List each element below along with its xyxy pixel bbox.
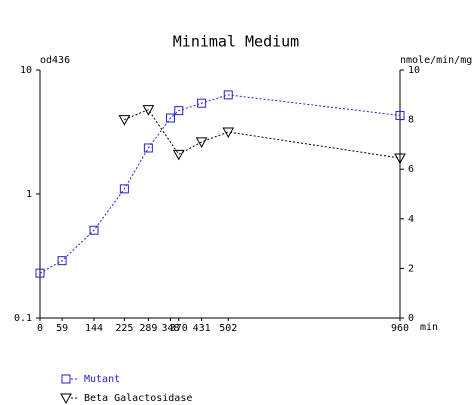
- y2-tick-label: 4: [408, 214, 414, 225]
- x-axis-label: min: [420, 322, 438, 333]
- point-marker: [222, 127, 235, 139]
- point-marker: [57, 256, 67, 266]
- series-line: [39, 94, 401, 274]
- point-marker: [60, 393, 72, 405]
- point-marker: [197, 98, 207, 108]
- point-marker: [143, 143, 153, 153]
- y-tick-label: 10: [20, 65, 32, 76]
- x-tick-label: 348: [161, 323, 179, 334]
- x-tick-label: 502: [219, 323, 237, 334]
- y-tick-label: 1: [26, 189, 32, 200]
- series-line: [124, 109, 401, 159]
- point-marker: [61, 374, 71, 384]
- point-marker: [172, 149, 185, 161]
- y-axis-label: od436: [40, 55, 70, 66]
- point-marker: [394, 153, 406, 165]
- point-marker: [142, 105, 155, 116]
- y2-axis-label: nmole/min/mg: [400, 55, 472, 66]
- x-tick-label: 144: [85, 323, 103, 334]
- x-tick-label: 960: [391, 323, 409, 334]
- y2-tick-label: 2: [408, 263, 414, 274]
- y-tick-label: 0.1: [14, 313, 32, 324]
- x-tick-label: 289: [139, 323, 157, 334]
- point-marker: [35, 268, 45, 278]
- point-marker: [119, 184, 129, 194]
- point-marker: [89, 225, 99, 235]
- point-marker: [195, 137, 208, 148]
- point-marker: [174, 106, 184, 116]
- point-marker: [118, 115, 131, 126]
- chart-title: Minimal Medium: [173, 33, 299, 51]
- point-marker: [166, 113, 175, 123]
- point-marker: [395, 110, 405, 120]
- x-tick-label: 431: [193, 323, 211, 334]
- point-marker: [223, 90, 233, 100]
- x-tick-label: 0: [37, 323, 43, 334]
- y2-tick-label: 6: [408, 164, 414, 175]
- legend-label: Mutant: [84, 374, 120, 385]
- x-tick-label: 225: [115, 323, 133, 334]
- x-tick-label: 370: [170, 323, 188, 334]
- y2-tick-label: 8: [408, 115, 414, 126]
- x-tick-label: 59: [56, 323, 68, 334]
- legend-label: Beta Galactosidase: [84, 393, 192, 404]
- y2-tick-label: 0: [408, 313, 414, 324]
- y2-tick-label: 10: [408, 65, 420, 76]
